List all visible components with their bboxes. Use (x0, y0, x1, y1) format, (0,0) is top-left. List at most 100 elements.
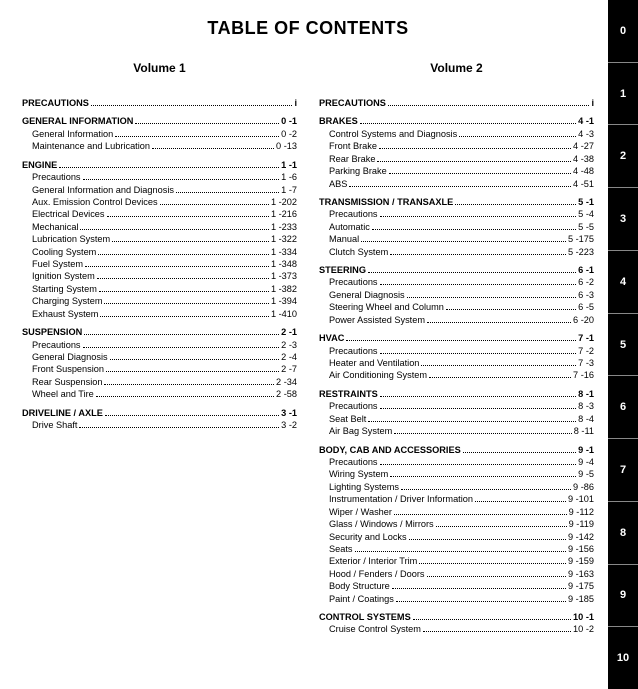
toc-dots (115, 136, 279, 137)
toc-dots (389, 173, 571, 174)
toc-dots (96, 396, 274, 397)
toc-entry: Clutch System 5 -223 (319, 246, 594, 258)
toc-entry: ABS 4 -51 (319, 178, 594, 190)
toc-label: Fuel System (22, 258, 83, 270)
toc-page-num: 9 -4 (578, 456, 594, 468)
toc-page-num: 9 -119 (569, 518, 594, 530)
side-tab[interactable]: 3 (608, 187, 638, 250)
side-tab[interactable]: 10 (608, 626, 638, 689)
toc-page-num: 0 -2 (281, 128, 297, 140)
toc-page-num: 1 -348 (271, 258, 297, 270)
toc-label: Body Structure (319, 580, 390, 592)
toc-label: PRECAUTIONS (319, 97, 386, 109)
toc-page-num: 2 -1 (281, 326, 297, 338)
toc-page-num: 4 -1 (578, 115, 594, 127)
toc-page-num: 5 -175 (568, 233, 594, 245)
toc-dots (368, 421, 576, 422)
side-tab[interactable]: 2 (608, 124, 638, 187)
toc-dots (106, 371, 279, 372)
toc-entry: Paint / Coatings9 -185 (319, 593, 594, 605)
toc-dots (104, 303, 268, 304)
side-tab[interactable]: 4 (608, 250, 638, 313)
toc-page-num: 7 -2 (578, 345, 594, 357)
toc-dots (176, 192, 279, 193)
toc-section: RESTRAINTS8 -1Precautions8 -3Seat Belt8 … (319, 388, 594, 438)
toc-dots (377, 161, 571, 162)
toc-section: ENGINE1 -1Precautions1 -6General Informa… (22, 159, 297, 320)
toc-entry: Rear Suspension2 -34 (22, 376, 297, 388)
toc-dots (83, 179, 280, 180)
toc-dots (475, 501, 566, 502)
column-vol2: Volume 2 PRECAUTIONSiBRAKES4 -1Control S… (319, 61, 594, 642)
toc-entry: Fuel System 1 -348 (22, 258, 297, 270)
toc-dots (396, 601, 566, 602)
toc-page-num: 8 -3 (578, 400, 594, 412)
toc-label: BODY, CAB AND ACCESSORIES (319, 444, 461, 456)
toc-dots (421, 365, 576, 366)
toc-page-num: 4 -3 (578, 128, 594, 140)
toc-section-head: TRANSMISSION / TRANSAXLE5 -1 (319, 196, 594, 208)
toc-label: General Information (22, 128, 113, 140)
toc-label: Front Brake (319, 140, 377, 152)
toc-page-num: 5 -223 (568, 246, 594, 258)
toc-dots (104, 384, 274, 385)
toc-dots (160, 204, 269, 205)
toc-section: SUSPENSION 2 -1Precautions2 -3General Dia… (22, 326, 297, 401)
toc-page-num: 3 -2 (281, 419, 297, 431)
toc-page-num: 7 -1 (578, 332, 594, 344)
toc-label: TRANSMISSION / TRANSAXLE (319, 196, 453, 208)
toc-label: SUSPENSION (22, 326, 82, 338)
toc-entry: Air Conditioning System7 -16 (319, 369, 594, 381)
toc-section-head: ENGINE1 -1 (22, 159, 297, 171)
toc-page-num: 9 -5 (578, 468, 594, 480)
toc-label: Mechanical (22, 221, 78, 233)
toc-entry: Steering Wheel and Column6 -5 (319, 301, 594, 313)
toc-label: Instrumentation / Driver Information (319, 493, 473, 505)
toc-dots (427, 322, 571, 323)
toc-label: General Diagnosis (319, 289, 405, 301)
toc-label: Seats (319, 543, 353, 555)
toc-page-num: 1 -233 (271, 221, 297, 233)
toc-dots (407, 297, 577, 298)
toc-section: PRECAUTIONSi (22, 97, 297, 109)
toc-dots (390, 254, 566, 255)
side-tab[interactable]: 6 (608, 375, 638, 438)
toc-page-num: 2 -34 (276, 376, 297, 388)
toc-section-head: DRIVELINE / AXLE3 -1 (22, 407, 297, 419)
side-tab[interactable]: 5 (608, 313, 638, 376)
toc-page-num: 10 -1 (573, 611, 594, 623)
toc-entry: Ignition System1 -373 (22, 270, 297, 282)
toc-entry: Front Suspension2 -7 (22, 363, 297, 375)
toc-entry: Cruise Control System10 -2 (319, 623, 594, 635)
toc-label: Heater and Ventilation (319, 357, 419, 369)
toc-label: Cooling System (22, 246, 96, 258)
toc-label: ABS (319, 178, 347, 190)
toc-label: Clutch System (319, 246, 388, 258)
toc-dots (361, 241, 566, 242)
toc-dots (105, 415, 279, 416)
side-tab[interactable]: 8 (608, 501, 638, 564)
toc-label: GENERAL INFORMATION (22, 115, 133, 127)
side-tab[interactable]: 9 (608, 564, 638, 627)
toc-page-num: i (294, 97, 297, 109)
toc-page-num: 1 -322 (271, 233, 297, 245)
toc-label: General Diagnosis (22, 351, 108, 363)
toc-label: Wiper / Washer (319, 506, 392, 518)
toc-entry: Drive Shaft3 -2 (22, 419, 297, 431)
side-tab[interactable]: 7 (608, 438, 638, 501)
toc-label: Lubrication System (22, 233, 110, 245)
toc-dots (380, 396, 576, 397)
toc-page-num: 4 -51 (573, 178, 594, 190)
toc-dots (112, 241, 269, 242)
toc-page-num: 7 -3 (578, 357, 594, 369)
toc-dots (107, 216, 269, 217)
toc-page-num: 1 -7 (281, 184, 297, 196)
toc-entry: Precautions2 -3 (22, 339, 297, 351)
toc-page-num: 5 -5 (578, 221, 594, 233)
toc-entry: Power Assisted System6 -20 (319, 314, 594, 326)
side-tab[interactable]: 1 (608, 62, 638, 125)
side-tab[interactable]: 0 (608, 0, 638, 62)
toc-dots (380, 353, 577, 354)
vol1-body: PRECAUTIONSiGENERAL INFORMATION0 -1Gener… (22, 97, 297, 432)
toc-dots (413, 619, 571, 620)
